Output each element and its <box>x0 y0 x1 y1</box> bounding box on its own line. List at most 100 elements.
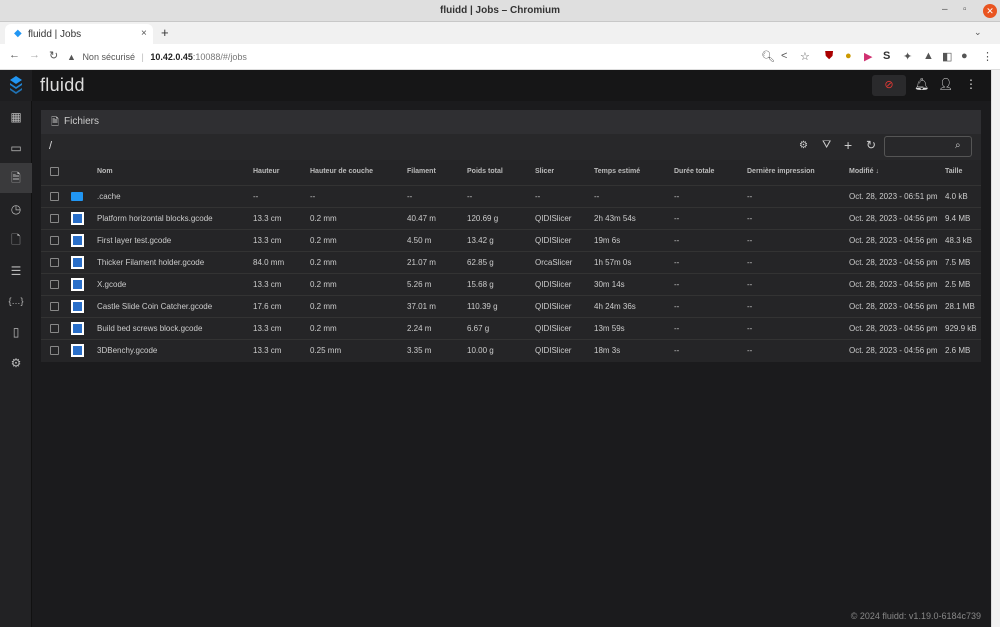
media-extension-icon[interactable]: ▶ <box>864 51 873 63</box>
fluidd-logo-icon[interactable] <box>0 70 32 101</box>
last-printed-cell: -- <box>747 192 753 201</box>
modified-cell: Oct. 28, 2023 - 04:56 pm <box>849 214 938 223</box>
column-header-slicer[interactable]: Slicer <box>535 168 555 175</box>
table-row[interactable]: 3DBenchy.gcode 13.3 cm 0.25 mm 3.35 m 10.00 … <box>41 339 981 361</box>
filament-cell: 5.26 m <box>407 280 432 289</box>
row-checkbox[interactable] <box>50 192 59 201</box>
close-window-button[interactable]: ✕ <box>983 4 997 18</box>
gcode-thumbnail <box>71 322 84 335</box>
name-cell[interactable]: Build bed screws block.gcode <box>97 324 203 333</box>
row-checkbox[interactable] <box>50 214 59 223</box>
back-icon[interactable]: ← <box>9 49 20 61</box>
add-icon[interactable]: + <box>844 137 853 153</box>
name-cell[interactable]: .cache <box>97 192 121 201</box>
height-cell: 13.3 cm <box>253 214 282 223</box>
table-row[interactable]: .cache -- -- -- -- -- -- -- -- Oct. 28, 2023 - 06… <box>41 185 981 207</box>
size-cell: 28.1 MB <box>945 302 975 311</box>
modified-cell: Oct. 28, 2023 - 04:56 pm <box>849 280 938 289</box>
labs-flask-icon[interactable]: ▲ <box>923 50 934 62</box>
column-header-height[interactable]: Hauteur <box>253 168 280 175</box>
name-cell[interactable]: Thicker Filament holder.gcode <box>97 258 205 267</box>
column-header-estimated-time[interactable]: Temps estimé <box>594 168 641 175</box>
table-row[interactable]: Build bed screws block.gcode 13.3 cm 0.2 m… <box>41 317 981 339</box>
column-header-filament[interactable]: Filament <box>407 168 436 175</box>
dashboard-icon[interactable]: ▦ <box>10 110 22 124</box>
table-row[interactable]: Platform horizontal blocks.gcode 13.3 cm 0… <box>41 207 981 229</box>
url-bar[interactable]: ▲ Non sécurisé | 10.42.0.45:10088/#/jobs <box>67 52 247 62</box>
row-checkbox[interactable] <box>50 302 59 311</box>
search-icon[interactable]: ⌕ <box>955 140 961 151</box>
maximize-button[interactable]: ▫ <box>963 4 967 15</box>
app-menu-icon[interactable]: ⋮ <box>965 77 977 91</box>
column-header-name[interactable]: Nom <box>97 168 113 175</box>
tune-icon[interactable]: ☰ <box>10 263 22 278</box>
name-cell[interactable]: 3DBenchy.gcode <box>97 346 158 355</box>
name-cell[interactable]: X.gcode <box>97 280 127 289</box>
modified-cell: Oct. 28, 2023 - 04:56 pm <box>849 346 938 355</box>
reload-icon[interactable]: ↻ <box>49 50 59 62</box>
profile-avatar-icon[interactable]: ● <box>961 50 968 62</box>
column-header-layer-height[interactable]: Hauteur de couche <box>310 168 374 175</box>
column-header-size[interactable]: Taille <box>945 168 963 175</box>
select-all-checkbox[interactable] <box>50 167 59 176</box>
side-panel-icon[interactable]: ◧ <box>942 51 953 63</box>
breadcrumb-path[interactable]: / <box>49 140 53 152</box>
last-printed-cell: -- <box>747 302 753 311</box>
row-checkbox[interactable] <box>50 280 59 289</box>
share-icon[interactable]: < <box>781 50 788 62</box>
file-icon[interactable]: 🗎 <box>0 163 32 194</box>
server-icon[interactable]: ▯ <box>12 324 20 339</box>
estimated-time-cell: 18m 3s <box>594 346 621 355</box>
tab-search-chevron-icon[interactable]: ⌄ <box>974 27 982 37</box>
table-row[interactable]: Castle Slide Coin Catcher.gcode 17.6 cm 0.… <box>41 295 981 317</box>
column-header-modified[interactable]: Modifié ↓ <box>849 168 879 175</box>
search-input[interactable] <box>885 137 949 156</box>
name-cell[interactable]: First layer test.gcode <box>97 236 172 245</box>
size-cell: 4.0 kB <box>945 192 968 201</box>
row-checkbox[interactable] <box>50 258 59 267</box>
extensions-puzzle-icon[interactable]: ✦ <box>903 51 913 63</box>
table-row[interactable]: Thicker Filament holder.gcode 84.0 mm 0.2 … <box>41 251 981 273</box>
row-checkbox[interactable] <box>50 236 59 245</box>
table-row[interactable]: X.gcode 13.3 cm 0.2 mm 5.26 m 15.68 g QIDISli… <box>41 273 981 295</box>
row-checkbox[interactable] <box>50 346 59 355</box>
gear-icon[interactable]: ⚙ <box>10 355 22 370</box>
extension-icon[interactable]: ● <box>845 50 852 62</box>
file-document-icon[interactable]: 🗋 <box>11 232 21 247</box>
browser-tab[interactable]: ◆ fluidd | Jobs × <box>5 24 153 45</box>
code-braces-icon[interactable]: {…} <box>8 296 24 307</box>
estimated-time-cell: 4h 24m 36s <box>594 302 636 311</box>
row-checkbox[interactable] <box>50 324 59 333</box>
new-tab-button[interactable]: + <box>161 25 169 40</box>
search-field[interactable]: ⌕ <box>884 136 972 157</box>
layer-height-cell: 0.2 mm <box>310 302 337 311</box>
name-cell[interactable]: Platform horizontal blocks.gcode <box>97 214 213 223</box>
column-header-total-duration[interactable]: Durée totale <box>674 168 715 175</box>
window-titlebar: fluidd | Jobs – Chromium – ▫ ✕ <box>0 0 1000 22</box>
ublock-extension-icon[interactable]: ⛊ <box>825 50 834 62</box>
table-row[interactable]: First layer test.gcode 13.3 cm 0.2 mm 4.50 … <box>41 229 981 251</box>
settings-cogs-icon[interactable]: ⚙ <box>799 140 808 151</box>
bookmark-star-icon[interactable]: ☆ <box>800 51 810 63</box>
notifications-bell-icon[interactable]: 🔔︎ <box>914 77 930 91</box>
filter-icon[interactable]: ⛛ <box>822 139 832 151</box>
refresh-icon[interactable]: ↻ <box>866 138 877 152</box>
s-extension-icon[interactable]: S <box>883 50 891 62</box>
page-scrollbar[interactable] <box>991 70 1000 627</box>
column-header-last-printed[interactable]: Dernière impression <box>747 168 815 175</box>
url-path: :10088/#/jobs <box>192 52 247 62</box>
last-printed-cell: -- <box>747 346 753 355</box>
forward-icon[interactable]: → <box>29 49 40 61</box>
emergency-stop-button[interactable]: ⊘ <box>872 75 906 96</box>
zoom-icon[interactable]: 🔍︎ <box>761 51 775 63</box>
file-document-icon: 🗎 <box>51 117 60 128</box>
close-tab-icon[interactable]: × <box>141 28 147 39</box>
console-icon[interactable]: ▭ <box>10 140 22 155</box>
column-header-weight[interactable]: Poids total <box>467 168 503 175</box>
name-cell[interactable]: Castle Slide Coin Catcher.gcode <box>97 302 213 311</box>
last-printed-cell: -- <box>747 236 753 245</box>
history-icon[interactable]: ◷ <box>10 202 22 217</box>
user-account-icon[interactable]: 👤︎ <box>938 77 954 91</box>
chrome-menu-icon[interactable]: ⋮ <box>982 51 993 63</box>
minimize-button[interactable]: – <box>942 4 948 15</box>
